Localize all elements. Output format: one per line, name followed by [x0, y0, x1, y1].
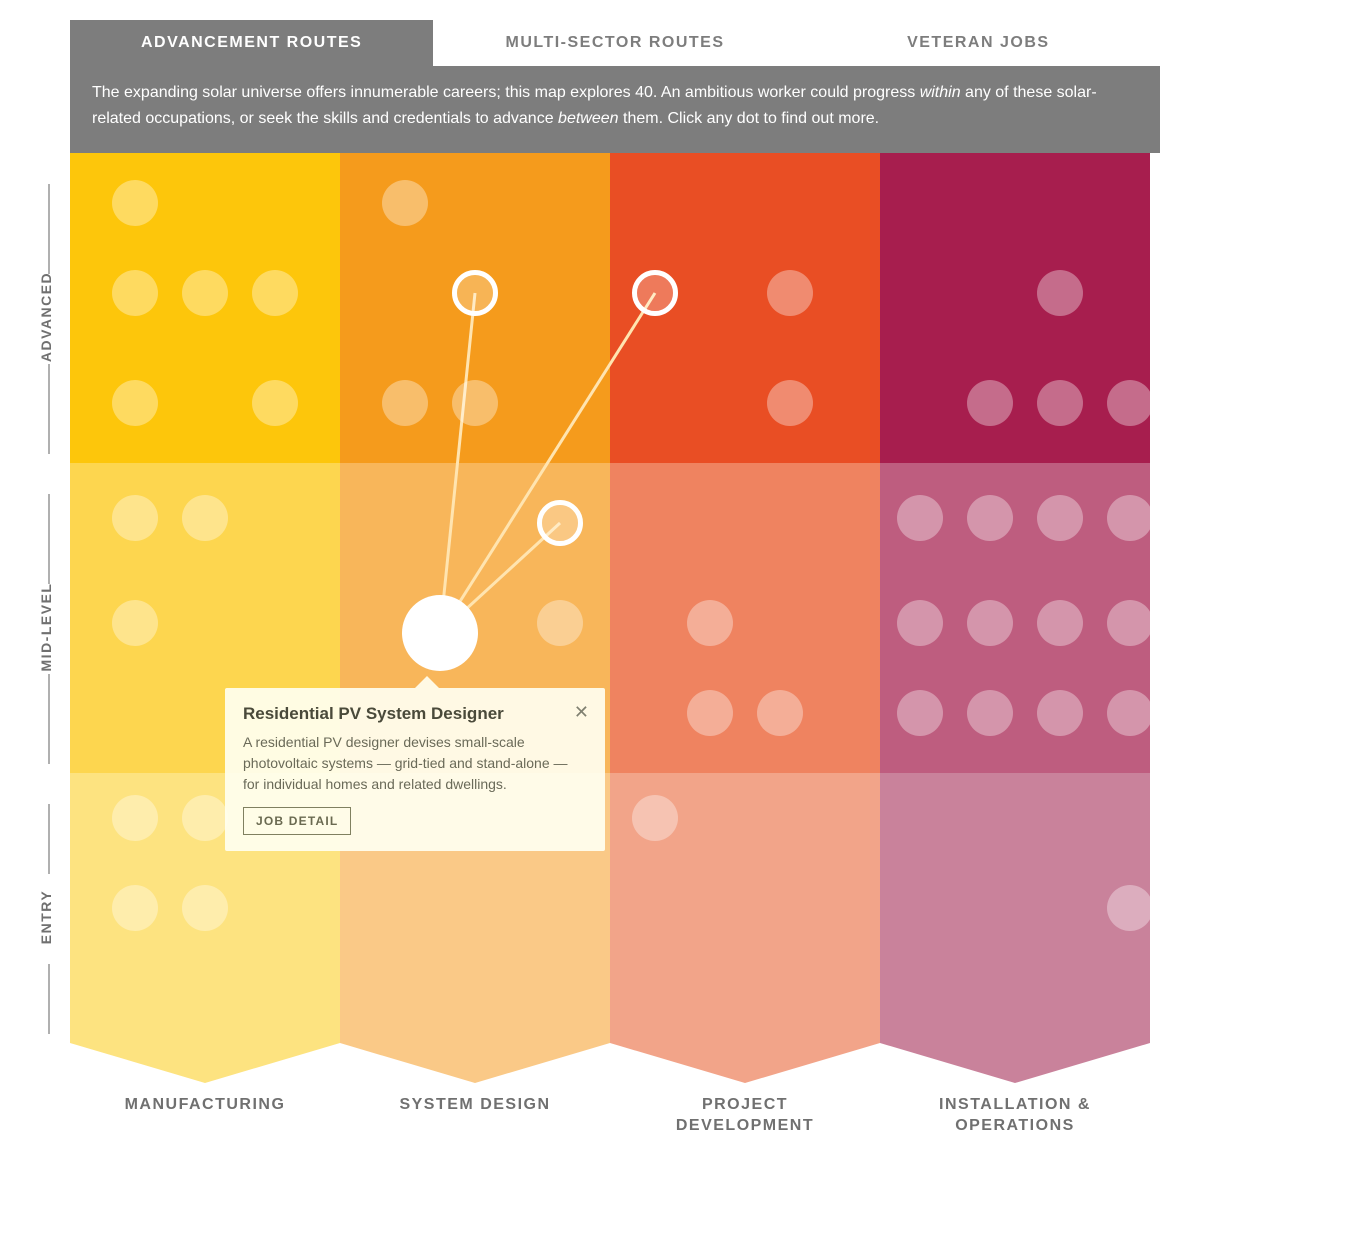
career-dot[interactable] [767, 270, 813, 316]
career-dot[interactable] [967, 495, 1013, 541]
career-dot[interactable] [112, 380, 158, 426]
career-dot[interactable] [687, 690, 733, 736]
career-dot[interactable] [252, 270, 298, 316]
career-dot[interactable] [897, 600, 943, 646]
tab-veteran-jobs[interactable]: VETERAN JOBS [797, 20, 1160, 66]
career-dot[interactable] [1107, 495, 1153, 541]
career-dot[interactable] [182, 885, 228, 931]
x-label-project-development: PROJECTDEVELOPMENT [610, 1095, 880, 1137]
career-dot[interactable] [402, 595, 478, 671]
y-tick [48, 674, 50, 764]
chart-area: Residential PV System Designer ✕ A resid… [70, 153, 1150, 1083]
close-icon[interactable]: ✕ [574, 702, 589, 723]
intro-text: The expanding solar universe offers innu… [70, 66, 1160, 153]
career-dot[interactable] [452, 270, 498, 316]
career-dot[interactable] [1037, 690, 1083, 736]
y-tick [48, 184, 50, 274]
career-dot[interactable] [757, 690, 803, 736]
x-label-system-design: SYSTEM DESIGN [340, 1095, 610, 1137]
career-map: ADVANCEMENT ROUTESMULTI-SECTOR ROUTESVET… [20, 20, 1160, 1137]
y-tick [48, 804, 50, 874]
career-dot[interactable] [182, 495, 228, 541]
chevron-system-design [340, 1043, 610, 1083]
career-dot[interactable] [967, 380, 1013, 426]
tooltip-description: A residential PV designer devises small-… [243, 732, 587, 795]
cell-installation-operations-advanced [880, 153, 1150, 463]
career-dot[interactable] [1037, 600, 1083, 646]
career-dot[interactable] [252, 380, 298, 426]
tab-multi-sector-routes[interactable]: MULTI-SECTOR ROUTES [433, 20, 796, 66]
career-dot[interactable] [1107, 885, 1153, 931]
career-dot[interactable] [1037, 495, 1083, 541]
career-dot[interactable] [1107, 600, 1153, 646]
career-dot[interactable] [632, 795, 678, 841]
career-dot[interactable] [1107, 380, 1153, 426]
career-dot[interactable] [1037, 380, 1083, 426]
y-tick [48, 964, 50, 1034]
career-dot[interactable] [897, 690, 943, 736]
career-dot[interactable] [967, 690, 1013, 736]
tabs-row: ADVANCEMENT ROUTESMULTI-SECTOR ROUTESVET… [70, 20, 1160, 66]
tooltip-title: Residential PV System Designer [243, 704, 587, 724]
chevron-installation-operations [880, 1043, 1150, 1083]
career-dot[interactable] [182, 270, 228, 316]
x-label-manufacturing: MANUFACTURING [70, 1095, 340, 1137]
career-dot[interactable] [112, 270, 158, 316]
career-dot[interactable] [767, 380, 813, 426]
job-detail-button[interactable]: JOB DETAIL [243, 807, 351, 835]
career-dot[interactable] [537, 600, 583, 646]
y-tick [48, 494, 50, 584]
career-dot[interactable] [112, 885, 158, 931]
career-dot[interactable] [382, 380, 428, 426]
career-dot[interactable] [452, 380, 498, 426]
career-dot[interactable] [112, 795, 158, 841]
y-tick [48, 364, 50, 454]
y-label-entry: ENTRY [38, 867, 54, 967]
career-dot[interactable] [382, 180, 428, 226]
career-dot[interactable] [1107, 690, 1153, 736]
job-tooltip: Residential PV System Designer ✕ A resid… [225, 688, 605, 851]
career-dot[interactable] [182, 795, 228, 841]
chevron-manufacturing [70, 1043, 340, 1083]
career-dot[interactable] [112, 180, 158, 226]
career-dot[interactable] [967, 600, 1013, 646]
career-dot[interactable] [687, 600, 733, 646]
career-dot[interactable] [1037, 270, 1083, 316]
career-dot[interactable] [632, 270, 678, 316]
career-dot[interactable] [112, 495, 158, 541]
cell-project-development-mid [610, 463, 880, 773]
tab-advancement-routes[interactable]: ADVANCEMENT ROUTES [70, 20, 433, 66]
career-dot[interactable] [537, 500, 583, 546]
y-label-mid-level: MID-LEVEL [38, 577, 54, 677]
y-label-advanced: ADVANCED [38, 267, 54, 367]
x-axis: MANUFACTURINGSYSTEM DESIGNPROJECTDEVELOP… [70, 1095, 1150, 1137]
career-dot[interactable] [897, 495, 943, 541]
career-dot[interactable] [112, 600, 158, 646]
x-label-installation-operations: INSTALLATION &OPERATIONS [880, 1095, 1150, 1137]
chevron-project-development [610, 1043, 880, 1083]
